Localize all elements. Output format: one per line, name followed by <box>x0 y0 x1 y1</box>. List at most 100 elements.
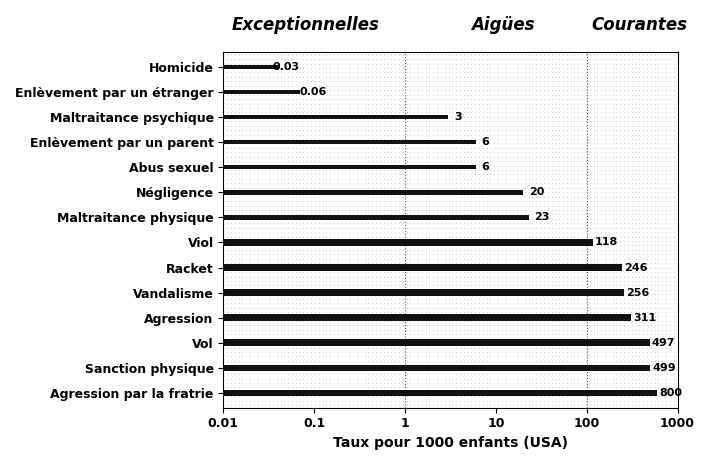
Point <box>580 166 591 174</box>
Point <box>324 144 336 152</box>
Point <box>565 366 577 373</box>
Point <box>508 153 519 160</box>
Point <box>645 100 657 107</box>
Point <box>591 78 603 85</box>
Point <box>324 228 336 236</box>
Point <box>611 326 622 333</box>
Point <box>313 228 324 236</box>
Point <box>420 95 431 103</box>
Point <box>252 371 263 378</box>
Point <box>241 251 252 258</box>
Point <box>359 379 370 387</box>
Point <box>607 166 618 174</box>
Point <box>439 384 450 391</box>
Point <box>321 371 332 378</box>
Point <box>577 126 588 134</box>
Point <box>450 188 462 196</box>
Point <box>416 91 427 99</box>
Point <box>218 295 229 302</box>
Point <box>236 149 248 156</box>
Point <box>233 95 244 103</box>
Point <box>313 375 324 382</box>
Point <box>488 211 500 218</box>
Point <box>649 202 660 209</box>
Point <box>657 153 668 160</box>
Point <box>561 371 572 378</box>
Point <box>336 357 347 365</box>
Point <box>233 286 244 293</box>
Point <box>371 322 382 329</box>
Point <box>633 357 645 365</box>
Point <box>279 246 290 253</box>
Point <box>386 198 397 205</box>
Point <box>222 91 233 99</box>
Point <box>378 352 389 360</box>
Point <box>588 339 599 347</box>
Point <box>405 317 416 325</box>
Point <box>294 282 305 289</box>
Point <box>538 95 550 103</box>
Point <box>500 162 511 169</box>
Point <box>454 326 466 333</box>
Point <box>248 122 260 129</box>
Point <box>641 242 652 249</box>
Point <box>267 149 278 156</box>
Point <box>413 392 424 400</box>
Point <box>317 193 328 200</box>
Point <box>603 131 614 138</box>
Point <box>615 113 626 120</box>
Point <box>588 153 599 160</box>
Point <box>389 69 400 76</box>
Point <box>652 82 664 89</box>
Point <box>344 335 355 342</box>
Point <box>668 184 679 192</box>
Point <box>294 326 305 333</box>
Point <box>454 392 466 400</box>
Point <box>336 131 347 138</box>
Point <box>511 51 523 59</box>
Point <box>332 331 344 338</box>
Point <box>630 264 641 272</box>
Point <box>668 242 679 249</box>
Point <box>275 109 286 116</box>
Point <box>668 153 679 160</box>
Point <box>561 384 572 391</box>
Point <box>324 118 336 125</box>
Point <box>405 233 416 240</box>
Point <box>241 109 252 116</box>
Point <box>424 109 435 116</box>
Point <box>374 259 386 267</box>
Point <box>515 144 527 152</box>
Point <box>515 326 527 333</box>
Point <box>256 193 267 200</box>
Point <box>588 362 599 369</box>
Point <box>462 313 474 320</box>
Point <box>408 401 420 409</box>
Point <box>572 153 584 160</box>
Point <box>382 73 393 80</box>
Point <box>580 304 591 312</box>
Point <box>248 188 260 196</box>
Point <box>488 122 500 129</box>
Point <box>474 211 485 218</box>
Point <box>565 211 577 218</box>
Point <box>672 64 683 72</box>
Point <box>427 64 439 72</box>
Point <box>554 179 565 187</box>
Point <box>523 198 535 205</box>
Point <box>554 162 565 169</box>
Point <box>542 331 553 338</box>
Point <box>638 215 649 223</box>
Point <box>344 299 355 307</box>
Point <box>477 277 488 285</box>
Point <box>626 166 638 174</box>
Point <box>645 51 657 59</box>
Point <box>439 242 450 249</box>
Point <box>435 219 447 227</box>
Point <box>336 313 347 320</box>
Point <box>447 282 458 289</box>
Point <box>519 60 530 67</box>
Point <box>260 193 271 200</box>
Point <box>481 104 492 112</box>
Point <box>572 388 584 396</box>
